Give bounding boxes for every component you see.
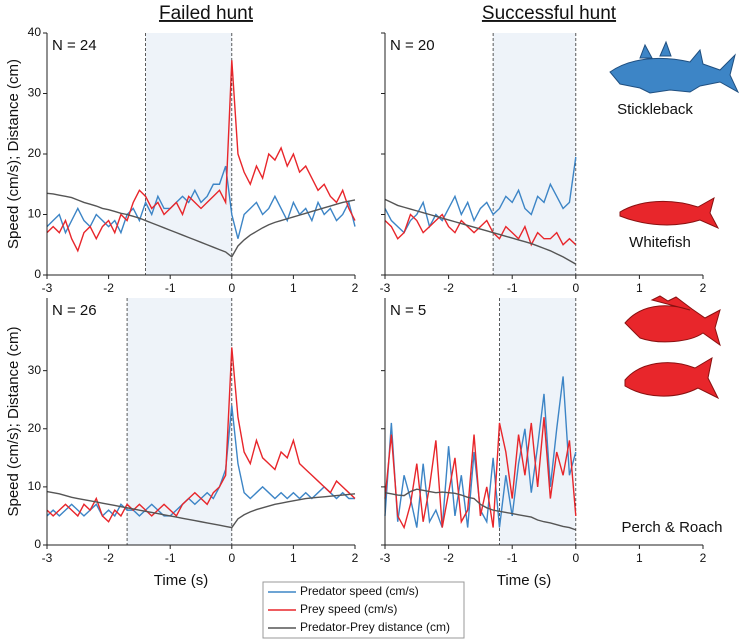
x-tick-label: 1 [290, 281, 297, 295]
series-line [384, 213, 577, 247]
x-tick-label: 2 [700, 551, 707, 565]
annotation: N = 20 [390, 37, 435, 54]
legend [262, 581, 465, 639]
x-tick-label: -3 [380, 551, 391, 565]
species-label: Stickleback [617, 101, 693, 118]
y-axis-label: Speed (cm/s); Distance (cm) [5, 326, 22, 516]
legend-label: Prey speed (cm/s) [300, 602, 397, 616]
x-tick-label: -3 [380, 281, 391, 295]
x-tick-label: 0 [572, 551, 579, 565]
annotation: N = 26 [52, 302, 97, 319]
x-tick-label: 0 [228, 281, 235, 295]
series-line [384, 156, 577, 234]
x-tick-label: 1 [636, 281, 643, 295]
series-line [384, 488, 577, 531]
event-window [499, 298, 576, 545]
x-tick-label: -1 [507, 551, 518, 565]
stickleback-icon [609, 40, 740, 94]
series-line [384, 198, 577, 265]
x-tick-label: 2 [352, 281, 359, 295]
y-tick-label: 10 [28, 207, 42, 221]
x-tick-label: -1 [165, 551, 176, 565]
y-axis-label: Speed (cm/s); Distance (cm) [5, 59, 22, 249]
legend-label: Predator speed (cm/s) [300, 584, 419, 598]
x-tick-label: -2 [443, 551, 454, 565]
annotation: N = 5 [390, 302, 426, 319]
x-tick-label: -2 [443, 281, 454, 295]
x-axis-label: Time (s) [497, 572, 551, 589]
x-tick-label: 1 [290, 551, 297, 565]
panel-title: Successful hunt [482, 3, 617, 24]
panel-title: Failed hunt [159, 3, 254, 24]
series-line [384, 417, 577, 530]
series-line [46, 60, 356, 253]
y-tick-label: 40 [28, 25, 42, 39]
legend-label: Predator-Prey distance (cm) [300, 620, 450, 634]
y-tick-label: 20 [28, 146, 42, 160]
event-window [127, 298, 232, 545]
series-line [46, 347, 356, 523]
event-window [493, 33, 576, 275]
x-tick-label: 2 [352, 551, 359, 565]
x-tick-label: -1 [507, 281, 518, 295]
species-label: Perch & Roach [622, 519, 723, 536]
x-axis-label: Time (s) [154, 572, 208, 589]
x-tick-label: -3 [42, 551, 53, 565]
x-tick-label: -3 [42, 281, 53, 295]
x-tick-label: 0 [228, 551, 235, 565]
perch-icon [624, 295, 721, 347]
y-tick-label: 20 [28, 421, 42, 435]
whitefish-icon [619, 196, 720, 230]
roach-icon [624, 357, 720, 400]
series-line [46, 192, 356, 258]
series-line [46, 490, 356, 529]
event-window [145, 33, 232, 275]
y-tick-label: 30 [28, 86, 42, 100]
y-tick-label: 0 [34, 267, 41, 281]
series-line [46, 165, 356, 239]
annotation: N = 24 [52, 37, 97, 54]
y-tick-label: 0 [34, 537, 41, 551]
x-tick-label: 0 [572, 281, 579, 295]
x-tick-label: 2 [700, 281, 707, 295]
x-tick-label: -1 [165, 281, 176, 295]
x-tick-label: 1 [636, 551, 643, 565]
y-tick-label: 30 [28, 363, 42, 377]
x-tick-label: -2 [103, 281, 114, 295]
x-tick-label: -2 [103, 551, 114, 565]
y-tick-label: 10 [28, 479, 42, 493]
species-label: Whitefish [629, 234, 691, 251]
